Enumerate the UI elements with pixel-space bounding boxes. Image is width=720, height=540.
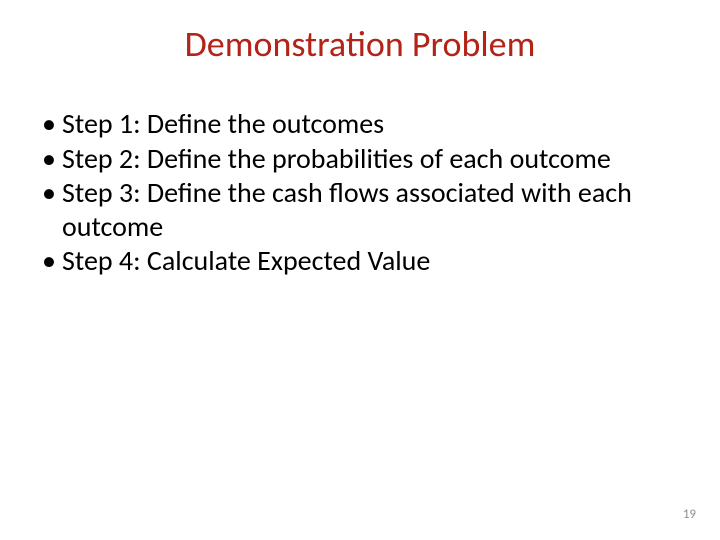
list-item: • Step 3: Define the cash flows associat… — [38, 176, 690, 244]
list-item: • Step 4: Calculate Expected Value — [38, 244, 690, 278]
bullet-text: Step 4: Calculate Expected Value — [62, 244, 690, 278]
bullet-text: Step 1: Define the outcomes — [62, 107, 690, 141]
bullet-icon: • — [38, 142, 62, 176]
slide-title: Demonstration Problem — [30, 24, 690, 65]
bullet-icon: • — [38, 244, 62, 278]
bullet-text: Step 2: Define the probabilities of each… — [62, 142, 690, 176]
page-number: 19 — [683, 507, 696, 522]
slide: Demonstration Problem • Step 1: Define t… — [0, 0, 720, 540]
bullet-list: • Step 1: Define the outcomes • Step 2: … — [30, 107, 690, 278]
bullet-icon: • — [38, 176, 62, 210]
list-item: • Step 2: Define the probabilities of ea… — [38, 142, 690, 176]
list-item: • Step 1: Define the outcomes — [38, 107, 690, 141]
bullet-text: Step 3: Define the cash flows associated… — [62, 176, 690, 244]
bullet-icon: • — [38, 107, 62, 141]
